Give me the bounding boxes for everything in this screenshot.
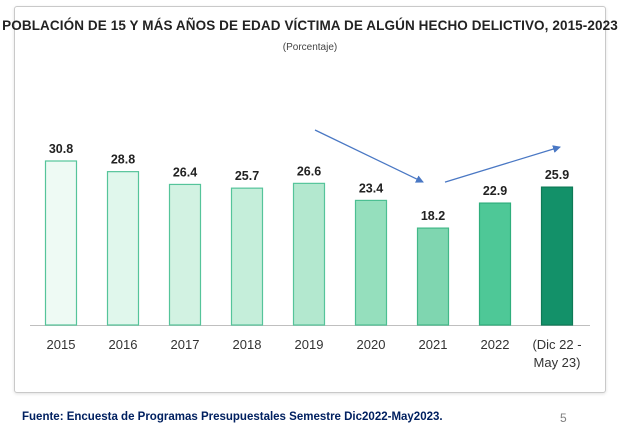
- bar-2016: [106, 171, 140, 326]
- source-footnote: Fuente: Encuesta de Programas Presupuest…: [22, 411, 443, 423]
- bar-2022: [478, 202, 512, 326]
- x-tick-label-2015: 2015: [47, 337, 76, 352]
- chart-title: POBLACIÓN DE 15 Y MÁS AÑOS DE EDAD VÍCTI…: [2, 18, 618, 33]
- bar-2018: [230, 187, 264, 326]
- x-tick-label-2021: 2021: [419, 337, 448, 352]
- x-tick-label-2019: 2019: [295, 337, 324, 352]
- data-label-2022: 22.9: [483, 184, 507, 198]
- data-label-2020: 23.4: [359, 181, 383, 195]
- bar-2020: [354, 199, 388, 326]
- bar-(Dic 22 - May 23): [540, 186, 574, 326]
- x-tick-label-2020: 2020: [357, 337, 386, 352]
- data-label-2015: 30.8: [49, 142, 73, 156]
- page-number: 5: [560, 411, 567, 425]
- increasing-trend-arrow: [444, 145, 561, 183]
- data-label-2016: 28.8: [111, 153, 135, 167]
- bar-2017: [168, 183, 202, 326]
- x-tick-label-(Dic 22 - May 23)-line2: May 23): [534, 355, 581, 370]
- data-label-2017: 26.4: [173, 165, 197, 179]
- decreasing-trend-arrow: [314, 129, 424, 183]
- x-tick-label-2016: 2016: [109, 337, 138, 352]
- chart-subtitle: (Porcentaje): [282, 42, 338, 53]
- bar-2021: [416, 227, 450, 326]
- data-label-2018: 25.7: [235, 169, 259, 183]
- data-label-(Dic 22 - May 23): 25.9: [545, 168, 569, 182]
- bar-2019: [292, 182, 326, 326]
- data-label-2021: 18.2: [421, 209, 445, 223]
- x-tick-label-2022: 2022: [481, 337, 510, 352]
- bar-2015: [44, 160, 78, 326]
- data-label-2019: 26.6: [297, 164, 321, 178]
- x-tick-label-2018: 2018: [233, 337, 262, 352]
- x-tick-label-2017: 2017: [171, 337, 200, 352]
- x-tick-label-(Dic 22 - May 23)-line1: (Dic 22 -: [532, 337, 581, 352]
